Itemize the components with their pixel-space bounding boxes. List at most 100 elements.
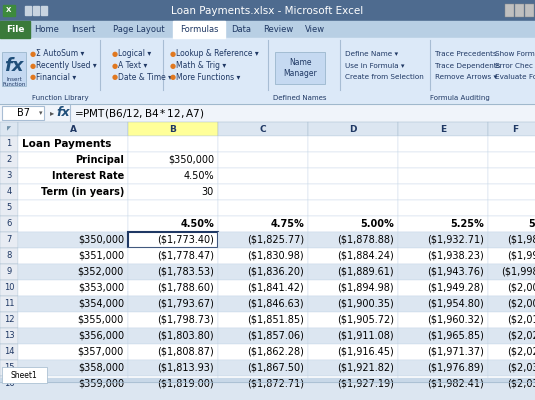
Bar: [398, 376, 488, 392]
Text: ●: ●: [170, 74, 176, 80]
Text: ($1,783.53): ($1,783.53): [157, 267, 214, 277]
Text: ($1,971.37): ($1,971.37): [427, 347, 484, 357]
Bar: [0, 376, 18, 392]
Text: ($1,884.24): ($1,884.24): [337, 251, 394, 261]
Text: Insert: Insert: [71, 25, 96, 34]
Text: 7: 7: [6, 236, 12, 244]
Bar: [218, 216, 308, 232]
Text: Principal: Principal: [75, 155, 124, 165]
Text: ($1,900.35): ($1,900.35): [337, 299, 394, 309]
Text: ▾: ▾: [39, 110, 43, 116]
Text: ●: ●: [30, 51, 36, 57]
Text: ●: ●: [112, 74, 118, 80]
Bar: [308, 344, 398, 360]
Bar: [0, 296, 18, 312]
Bar: [128, 296, 218, 312]
Bar: [398, 122, 488, 136]
Bar: [128, 216, 218, 232]
Text: ($1,998: ($1,998: [501, 267, 535, 277]
Bar: [488, 296, 535, 312]
Bar: [218, 376, 308, 392]
Text: ($1,836.20): ($1,836.20): [247, 267, 304, 277]
Text: fx: fx: [4, 57, 24, 75]
Text: B: B: [170, 124, 177, 134]
Text: ($1,905.72): ($1,905.72): [337, 315, 394, 325]
Bar: [18, 376, 128, 392]
Text: ($1,813.93): ($1,813.93): [157, 363, 214, 373]
Bar: [0, 21, 535, 38]
Text: ($1,788.60): ($1,788.60): [157, 283, 214, 293]
Bar: [128, 344, 218, 360]
Bar: [218, 360, 308, 376]
Bar: [128, 248, 218, 264]
Bar: [128, 136, 218, 152]
Text: ($1,927.19): ($1,927.19): [337, 379, 394, 389]
Bar: [18, 136, 128, 152]
Text: 6: 6: [6, 220, 12, 228]
Text: $351,000: $351,000: [78, 251, 124, 261]
Bar: [308, 168, 398, 184]
Bar: [128, 184, 218, 200]
Bar: [0, 0, 535, 21]
Bar: [0, 264, 18, 280]
Bar: [0, 104, 535, 122]
Text: 5.: 5.: [529, 219, 535, 229]
Bar: [398, 280, 488, 296]
Text: Name
Manager: Name Manager: [283, 58, 317, 78]
Text: 8: 8: [6, 252, 12, 260]
Bar: [488, 376, 535, 392]
Bar: [218, 264, 308, 280]
Bar: [0, 232, 18, 248]
Text: Remove Arrows ▾: Remove Arrows ▾: [435, 74, 497, 80]
Bar: [128, 264, 218, 280]
Text: Lookup & Reference ▾: Lookup & Reference ▾: [176, 50, 259, 58]
Text: $350,000: $350,000: [78, 235, 124, 245]
Bar: [0, 392, 535, 400]
Text: ($1,793.67): ($1,793.67): [157, 299, 214, 309]
Bar: [3, 5, 15, 16]
Bar: [398, 168, 488, 184]
Bar: [308, 296, 398, 312]
Bar: [218, 328, 308, 344]
Bar: [0, 248, 18, 264]
Text: ($2,00: ($2,00: [507, 299, 535, 309]
Text: fx: fx: [56, 106, 70, 120]
Bar: [18, 344, 128, 360]
Text: Use in Formula ▾: Use in Formula ▾: [345, 63, 404, 69]
Text: ($1,808.87): ($1,808.87): [157, 347, 214, 357]
Text: Interest Rate: Interest Rate: [52, 171, 124, 181]
Bar: [488, 280, 535, 296]
Text: ($1,921.82): ($1,921.82): [337, 363, 394, 373]
Text: 12: 12: [4, 316, 14, 324]
Text: Formulas: Formulas: [180, 25, 218, 34]
Bar: [218, 280, 308, 296]
Bar: [308, 216, 398, 232]
Bar: [0, 312, 18, 328]
Bar: [308, 376, 398, 392]
Bar: [18, 264, 128, 280]
Bar: [398, 312, 488, 328]
Bar: [0, 360, 18, 376]
Text: ($2,01: ($2,01: [507, 315, 535, 325]
Text: ($2,02: ($2,02: [507, 347, 535, 357]
Text: Evaluate Fo: Evaluate Fo: [495, 74, 535, 80]
Text: 4.75%: 4.75%: [270, 219, 304, 229]
Bar: [488, 152, 535, 168]
Bar: [128, 376, 218, 392]
Text: ▸: ▸: [50, 108, 54, 118]
Text: ($1,911.08): ($1,911.08): [338, 331, 394, 341]
Text: ($1,803.80): ($1,803.80): [157, 331, 214, 341]
Text: ($1,851.85): ($1,851.85): [247, 315, 304, 325]
Text: ●: ●: [170, 63, 176, 69]
Bar: [488, 168, 535, 184]
Text: ($1,938.23): ($1,938.23): [427, 251, 484, 261]
Text: ●: ●: [112, 63, 118, 69]
Text: Recently Used ▾: Recently Used ▾: [36, 62, 97, 70]
Bar: [0, 122, 535, 136]
Bar: [308, 136, 398, 152]
Bar: [218, 122, 308, 136]
Bar: [18, 232, 128, 248]
Bar: [18, 328, 128, 344]
Text: E: E: [440, 124, 446, 134]
Text: ●: ●: [112, 51, 118, 57]
